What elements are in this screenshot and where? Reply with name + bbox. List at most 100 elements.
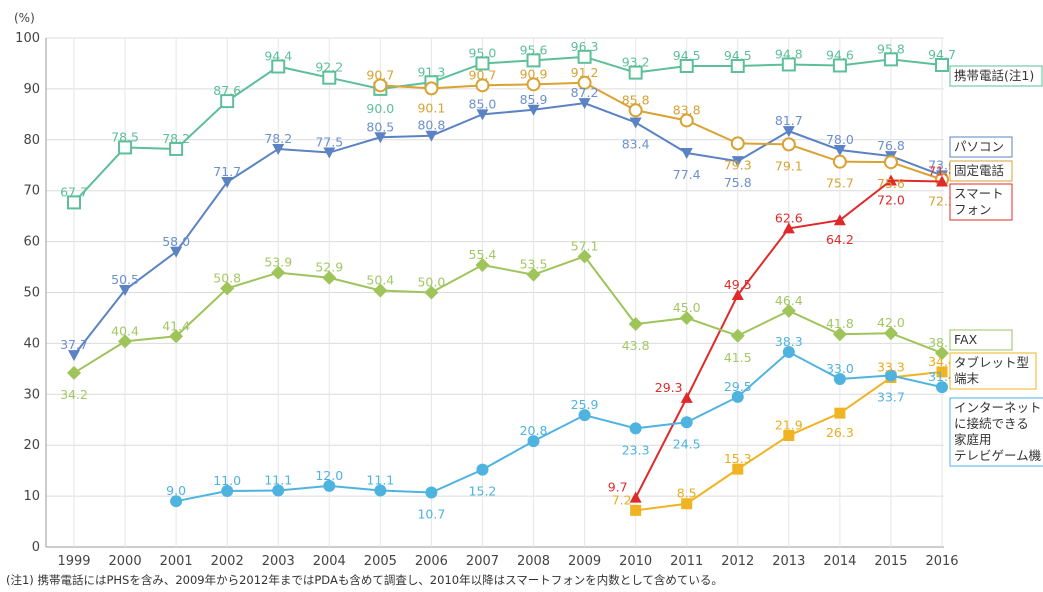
data-point — [730, 58, 745, 73]
data-label: 10.7 — [417, 507, 445, 522]
y-tick-label: 0 — [32, 540, 40, 555]
data-point — [322, 270, 337, 285]
data-point — [475, 78, 490, 93]
data-point — [527, 104, 540, 116]
legend-label: 家庭用 — [954, 432, 992, 447]
x-tick-label: 2012 — [721, 554, 754, 569]
data-point — [424, 285, 439, 300]
data-label: 80.8 — [417, 118, 445, 133]
data-label: 11.1 — [264, 473, 292, 488]
data-label: 90.0 — [366, 101, 394, 116]
data-label: 71.7 — [213, 164, 241, 179]
data-label: 95.0 — [469, 45, 497, 60]
y-tick-label: 100 — [15, 31, 40, 46]
data-label: 33.0 — [826, 361, 854, 376]
series-line-4 — [73, 255, 943, 374]
data-label: 40.4 — [111, 323, 139, 338]
data-label: 20.8 — [520, 423, 548, 438]
data-point — [935, 57, 949, 72]
data-point — [730, 136, 745, 151]
data-point — [577, 249, 592, 264]
x-tick-label: 1999 — [57, 554, 90, 569]
data-point — [781, 57, 796, 72]
x-tick-label: 2007 — [466, 554, 499, 569]
data-point — [832, 58, 847, 73]
legend-item-3: スマートフォン — [949, 183, 1013, 221]
x-tick-label: 2016 — [925, 554, 958, 569]
footnote: (注1) 携帯電話にはPHSを含み、2009年から2012年まではPDAも含めて… — [6, 573, 723, 587]
data-label: 95.6 — [520, 42, 548, 57]
data-point — [67, 365, 81, 380]
data-point — [118, 140, 133, 155]
data-label: 55.4 — [469, 247, 497, 262]
data-point — [323, 147, 336, 159]
data-point — [781, 137, 796, 152]
data-label: 67.7 — [60, 184, 88, 199]
legend-item-0: 携帯電話(注1) — [949, 65, 1043, 87]
data-label: 58.0 — [162, 234, 190, 249]
data-label: 71.8 — [928, 164, 956, 179]
data-label: 79.3 — [724, 157, 752, 172]
data-point — [424, 81, 439, 96]
x-tick-label: 2000 — [109, 554, 142, 569]
data-point — [577, 49, 592, 64]
data-label: 57.1 — [571, 238, 599, 253]
data-label: 94.7 — [928, 47, 956, 62]
data-point — [832, 154, 847, 169]
data-label: 80.5 — [366, 119, 394, 134]
data-label: 78.0 — [826, 132, 854, 147]
data-label: 78.2 — [264, 131, 292, 146]
x-tick-label: 2005 — [364, 554, 397, 569]
data-point — [220, 94, 235, 109]
data-point — [119, 284, 132, 296]
data-point — [781, 303, 796, 318]
data-point — [271, 59, 286, 74]
data-label: 49.5 — [724, 277, 752, 292]
y-unit-label: (%) — [14, 11, 35, 25]
axes: (%) 0 10 20 30 40 50 60 70 80 90 100 1999 2000 2001 200… — [14, 11, 959, 569]
data-label: 79.1 — [775, 158, 803, 173]
data-label: 94.5 — [673, 48, 701, 63]
data-label: 78.2 — [162, 131, 190, 146]
x-tick-label: 2006 — [415, 554, 448, 569]
series-1 — [68, 98, 948, 362]
legend-label: タブレット型 — [954, 355, 1029, 370]
data-point — [679, 310, 694, 325]
data-label: 15.2 — [469, 484, 497, 499]
data-point — [783, 430, 795, 442]
data-point — [782, 126, 795, 138]
data-label: 23.3 — [622, 442, 650, 457]
data-point — [628, 65, 643, 80]
data-label: 76.8 — [877, 138, 905, 153]
data-point — [526, 267, 541, 282]
y-tick-label: 10 — [23, 489, 40, 504]
data-label: 42.0 — [877, 315, 905, 330]
data-label: 90.7 — [366, 67, 394, 82]
x-tick-label: 2008 — [517, 554, 550, 569]
data-point — [526, 53, 541, 68]
data-point — [475, 258, 490, 273]
legend-label: 固定電話 — [954, 163, 1004, 178]
data-point — [476, 463, 489, 476]
data-label: 41.8 — [826, 316, 854, 331]
data-label: 87.6 — [213, 83, 241, 98]
x-tick-label: 2002 — [211, 554, 244, 569]
data-label: 38.1 — [928, 335, 956, 350]
data-label: 15.3 — [724, 451, 752, 466]
data-point — [67, 195, 81, 210]
data-label: 75.6 — [877, 176, 905, 191]
data-label: 75.8 — [724, 175, 752, 190]
y-tick-label: 20 — [23, 438, 40, 453]
data-label: 50.0 — [417, 275, 445, 290]
data-label: 26.3 — [826, 425, 854, 440]
data-label: 83.4 — [622, 136, 650, 151]
data-label: 72.0 — [877, 193, 905, 208]
legend-item-4: FAX — [949, 329, 1013, 351]
legend-box — [949, 65, 1043, 87]
data-point — [425, 130, 438, 142]
data-label: 83.8 — [673, 102, 701, 117]
data-point — [629, 491, 642, 503]
data-point — [476, 109, 489, 121]
